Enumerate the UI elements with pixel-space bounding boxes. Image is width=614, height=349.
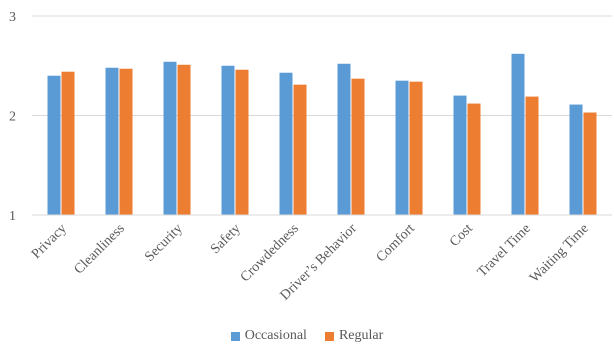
category-label: Privacy [29,221,70,262]
bar-regular-7 [467,103,481,215]
category-label: Cost [447,221,476,250]
category-label: Safety [208,221,244,257]
y-tick-label: 3 [9,10,16,25]
bar-occasional-1 [105,67,119,216]
legend-item-regular: Regular [324,328,384,344]
y-tick-label: 2 [9,110,16,125]
category-label: Travel Time [475,221,534,280]
y-axis-tick-labels: 1 2 3 [9,10,16,224]
gridlines [32,15,612,116]
bar-regular-5 [351,78,365,215]
bar-occasional-6 [395,80,409,215]
bars [47,53,597,216]
category-label: Cleanliness [72,221,128,277]
bar-regular-2 [177,64,191,215]
bar-regular-1 [119,68,133,215]
bar-occasional-8 [511,53,525,216]
category-label: Security [142,221,186,265]
legend-item-occasional: Occasional [230,328,307,344]
bar-occasional-5 [337,63,351,216]
bar-occasional-2 [163,61,177,215]
category-labels: Privacy Cleanliness Security SafetyCrowdedn… [29,221,592,303]
category-label: Crowdedness [238,221,302,285]
legend: Occasional Regular [0,326,614,346]
y-tick-label: 1 [9,209,16,224]
bar-occasional-9 [569,104,583,215]
bar-occasional-3 [221,65,235,215]
bar-occasional-0 [47,75,61,215]
bar-occasional-7 [453,95,467,215]
legend-swatch-regular [324,331,334,341]
legend-label-regular: Regular [338,328,384,343]
bar-regular-8 [525,96,539,215]
legend-swatch-occasional [230,331,240,341]
bar-occasional-4 [279,72,293,215]
bar-regular-9 [583,112,597,215]
category-label: Comfort [374,221,418,265]
legend-label-occasional: Occasional [244,328,307,343]
bar-regular-6 [409,81,423,215]
bar-regular-0 [61,71,75,215]
bar-regular-4 [293,84,307,215]
category-label: Waiting Time [527,221,592,286]
bar-regular-3 [235,69,249,215]
